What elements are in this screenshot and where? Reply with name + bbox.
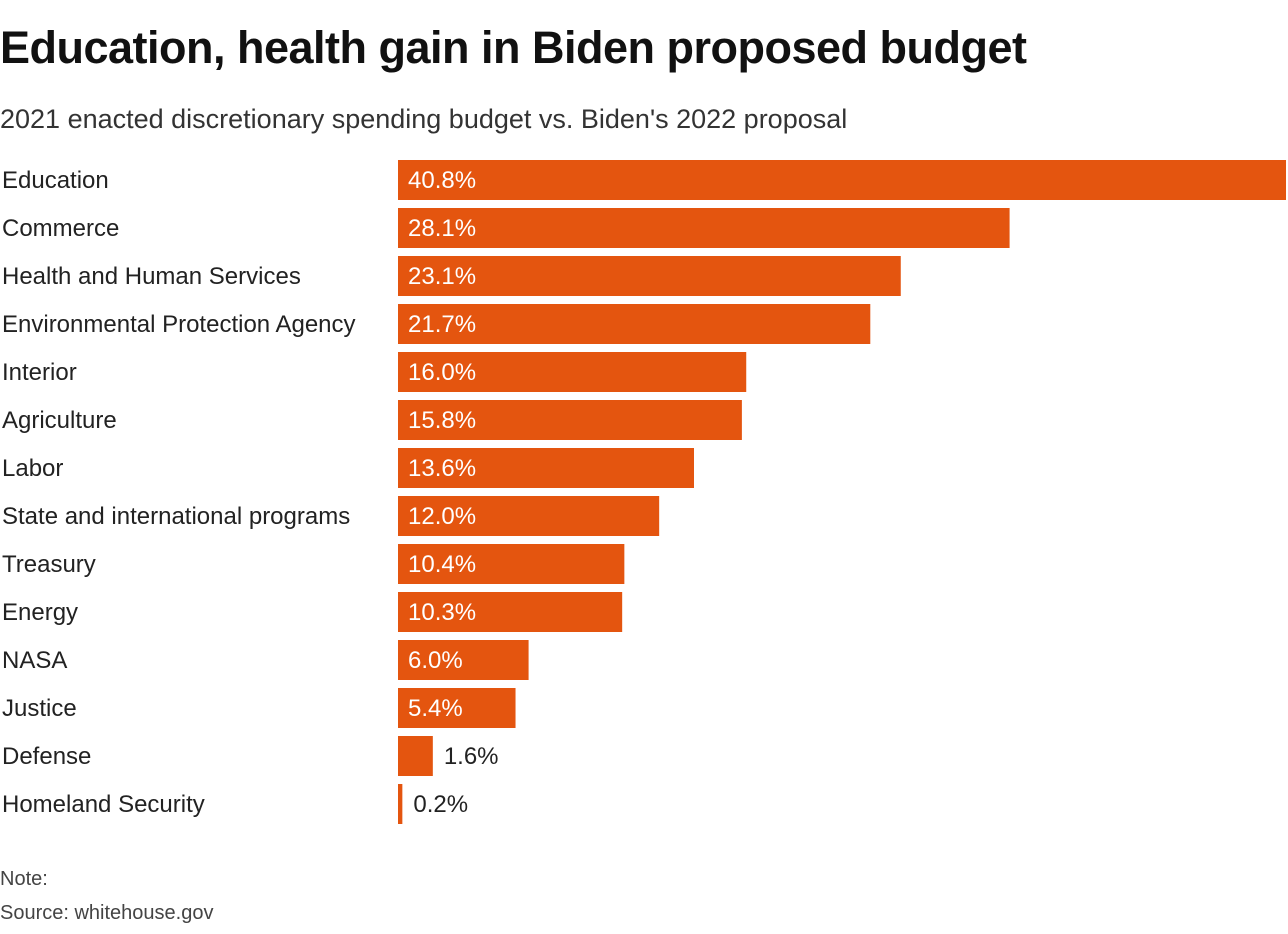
data-label: 0.2% <box>413 791 468 818</box>
data-label: 5.4% <box>408 695 463 722</box>
data-label: 21.7% <box>408 311 476 338</box>
bar <box>398 496 660 536</box>
category-label: NASA <box>2 647 67 674</box>
bar <box>398 640 529 680</box>
bar <box>398 400 742 440</box>
bar <box>398 208 1010 248</box>
bar <box>398 352 747 392</box>
data-label: 28.1% <box>408 215 476 242</box>
category-label: Education <box>2 167 109 194</box>
data-label: 23.1% <box>408 263 476 290</box>
bar <box>398 688 516 728</box>
bar <box>398 592 623 632</box>
bar <box>398 736 433 776</box>
category-label: Energy <box>2 599 78 626</box>
category-label: State and international programs <box>2 503 350 530</box>
data-label: 16.0% <box>408 359 476 386</box>
bar <box>398 448 694 488</box>
data-label: 12.0% <box>408 503 476 530</box>
category-label: Defense <box>2 743 91 770</box>
category-label: Health and Human Services <box>2 263 301 290</box>
bar <box>398 544 625 584</box>
chart-source: Source: whitehouse.gov <box>0 902 214 924</box>
chart-note: Note: <box>0 868 48 890</box>
data-label: 1.6% <box>444 743 499 770</box>
category-label: Homeland Security <box>2 791 205 818</box>
data-label: 13.6% <box>408 455 476 482</box>
data-label: 10.4% <box>408 551 476 578</box>
data-label: 6.0% <box>408 647 463 674</box>
category-label: Agriculture <box>2 407 117 434</box>
bar <box>398 256 901 296</box>
data-label: 40.8% <box>408 167 476 194</box>
bar <box>398 160 1286 200</box>
category-label: Environmental Protection Agency <box>2 311 356 338</box>
bar <box>398 784 403 824</box>
data-label: 15.8% <box>408 407 476 434</box>
category-label: Interior <box>2 359 77 386</box>
category-label: Labor <box>2 455 63 482</box>
bar <box>398 304 871 344</box>
category-label: Commerce <box>2 215 119 242</box>
category-label: Treasury <box>2 551 96 578</box>
bar-chart: Education 40.8% Commerce 28.1% Health and Hu… <box>2 160 1286 824</box>
data-label: 10.3% <box>408 599 476 626</box>
category-label: Justice <box>2 695 77 722</box>
chart-subtitle: 2021 enacted discretionary spending budg… <box>0 104 848 134</box>
chart-title: Education, health gain in Biden proposed… <box>0 22 1027 73</box>
